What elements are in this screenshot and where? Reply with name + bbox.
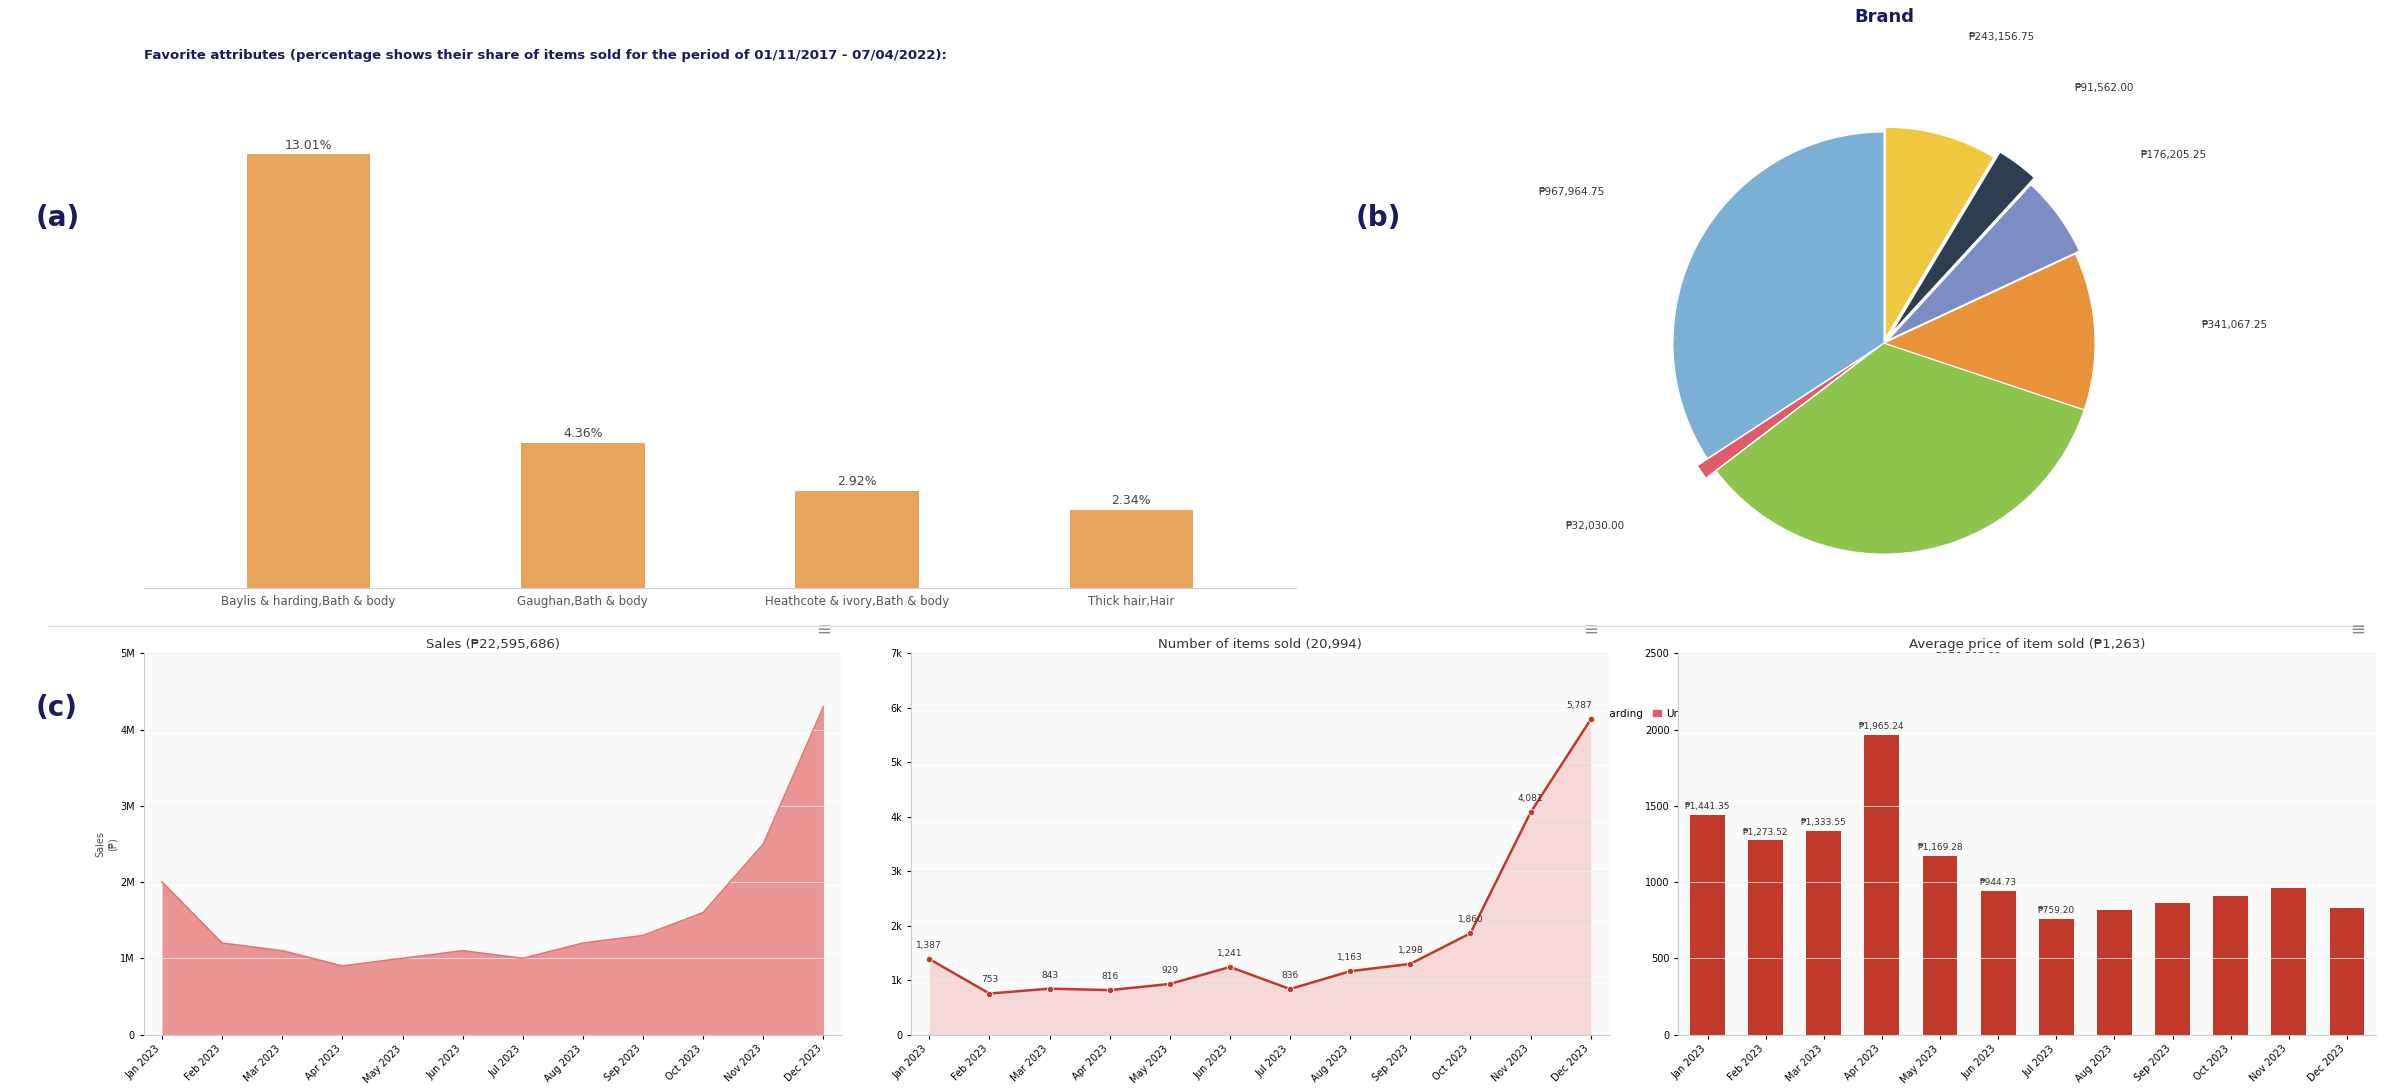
Text: ₱944.73: ₱944.73 xyxy=(1980,878,2016,886)
Wedge shape xyxy=(1884,254,2095,409)
Text: 4.36%: 4.36% xyxy=(564,427,602,440)
Title: Brand: Brand xyxy=(1855,8,1915,25)
Text: ₱91,562.00: ₱91,562.00 xyxy=(2074,84,2134,94)
Text: (c): (c) xyxy=(36,694,77,722)
Text: ₱243,156.75: ₱243,156.75 xyxy=(1968,32,2035,41)
Bar xyxy=(794,491,919,588)
Text: ₱176,205.25: ₱176,205.25 xyxy=(2141,150,2206,160)
Text: 753: 753 xyxy=(982,976,998,984)
Wedge shape xyxy=(1697,351,1874,478)
Text: 2.92%: 2.92% xyxy=(838,475,876,488)
Bar xyxy=(1865,735,1898,1035)
Text: ≡: ≡ xyxy=(2350,620,2366,638)
Text: 1,241: 1,241 xyxy=(1217,949,1243,958)
Y-axis label: Sales
(₱): Sales (₱) xyxy=(96,831,118,857)
Wedge shape xyxy=(1886,127,1994,339)
Bar xyxy=(2330,908,2364,1035)
Bar xyxy=(247,155,370,588)
Text: 1,298: 1,298 xyxy=(1397,945,1423,955)
Wedge shape xyxy=(1889,185,2078,340)
Bar xyxy=(1070,510,1193,588)
Bar xyxy=(2213,896,2249,1035)
Bar xyxy=(1807,831,1841,1035)
Text: ₱1,965.24: ₱1,965.24 xyxy=(1860,722,1906,731)
Text: (a): (a) xyxy=(36,204,79,232)
Text: 4,081: 4,081 xyxy=(1517,794,1543,804)
Text: 843: 843 xyxy=(1042,970,1058,979)
Text: ₱1,273.52: ₱1,273.52 xyxy=(1742,828,1788,836)
Text: 929: 929 xyxy=(1162,966,1178,975)
Text: ₱32,030.00: ₱32,030.00 xyxy=(1565,522,1625,531)
Wedge shape xyxy=(1673,132,1884,458)
Text: ₱1,169.28: ₱1,169.28 xyxy=(1918,844,1963,853)
Text: ₱341,067.25: ₱341,067.25 xyxy=(2201,320,2268,330)
Text: ₱759.20: ₱759.20 xyxy=(2038,906,2076,915)
Text: 816: 816 xyxy=(1102,972,1118,981)
Title: Average price of item sold (₱1,263): Average price of item sold (₱1,263) xyxy=(1908,638,2146,651)
Bar xyxy=(521,442,646,588)
Bar xyxy=(1980,891,2016,1035)
Text: ₱1,333.55: ₱1,333.55 xyxy=(1800,819,1846,828)
Bar xyxy=(1747,841,1783,1035)
Text: 13.01%: 13.01% xyxy=(286,138,331,151)
Title: Sales (₱22,595,686): Sales (₱22,595,686) xyxy=(425,638,559,651)
Wedge shape xyxy=(1891,152,2035,333)
Text: 2.34%: 2.34% xyxy=(1111,494,1152,507)
Text: ₱967,964.75: ₱967,964.75 xyxy=(1538,187,1606,197)
Text: ₱1,441.35: ₱1,441.35 xyxy=(1685,802,1730,811)
Bar xyxy=(1922,856,1958,1035)
Text: 836: 836 xyxy=(1282,971,1298,980)
Bar xyxy=(2155,904,2191,1035)
Text: 5,787: 5,787 xyxy=(1567,701,1594,710)
Text: (b): (b) xyxy=(1356,204,1402,232)
Bar xyxy=(2270,889,2306,1035)
Wedge shape xyxy=(1716,343,2083,554)
Text: ≡: ≡ xyxy=(1584,620,1598,638)
Bar xyxy=(2098,909,2131,1035)
Text: 1,163: 1,163 xyxy=(1337,953,1363,962)
Title: Number of items sold (20,994): Number of items sold (20,994) xyxy=(1159,638,1361,651)
Text: Favorite attributes (percentage shows their share of items sold for the period o: Favorite attributes (percentage shows th… xyxy=(144,49,948,62)
Text: ₱976,507.00: ₱976,507.00 xyxy=(1937,651,2002,661)
Legend: Baylis & harding, Unbranded, L'occitane, The luxury bathing company, Traveler, G: Baylis & harding, Unbranded, L'occitane,… xyxy=(1538,705,2230,723)
Text: 1,860: 1,860 xyxy=(1457,915,1483,925)
Bar xyxy=(1690,815,1726,1035)
Text: 1,387: 1,387 xyxy=(917,941,943,950)
Text: ≡: ≡ xyxy=(816,620,830,638)
Bar xyxy=(2040,919,2074,1035)
